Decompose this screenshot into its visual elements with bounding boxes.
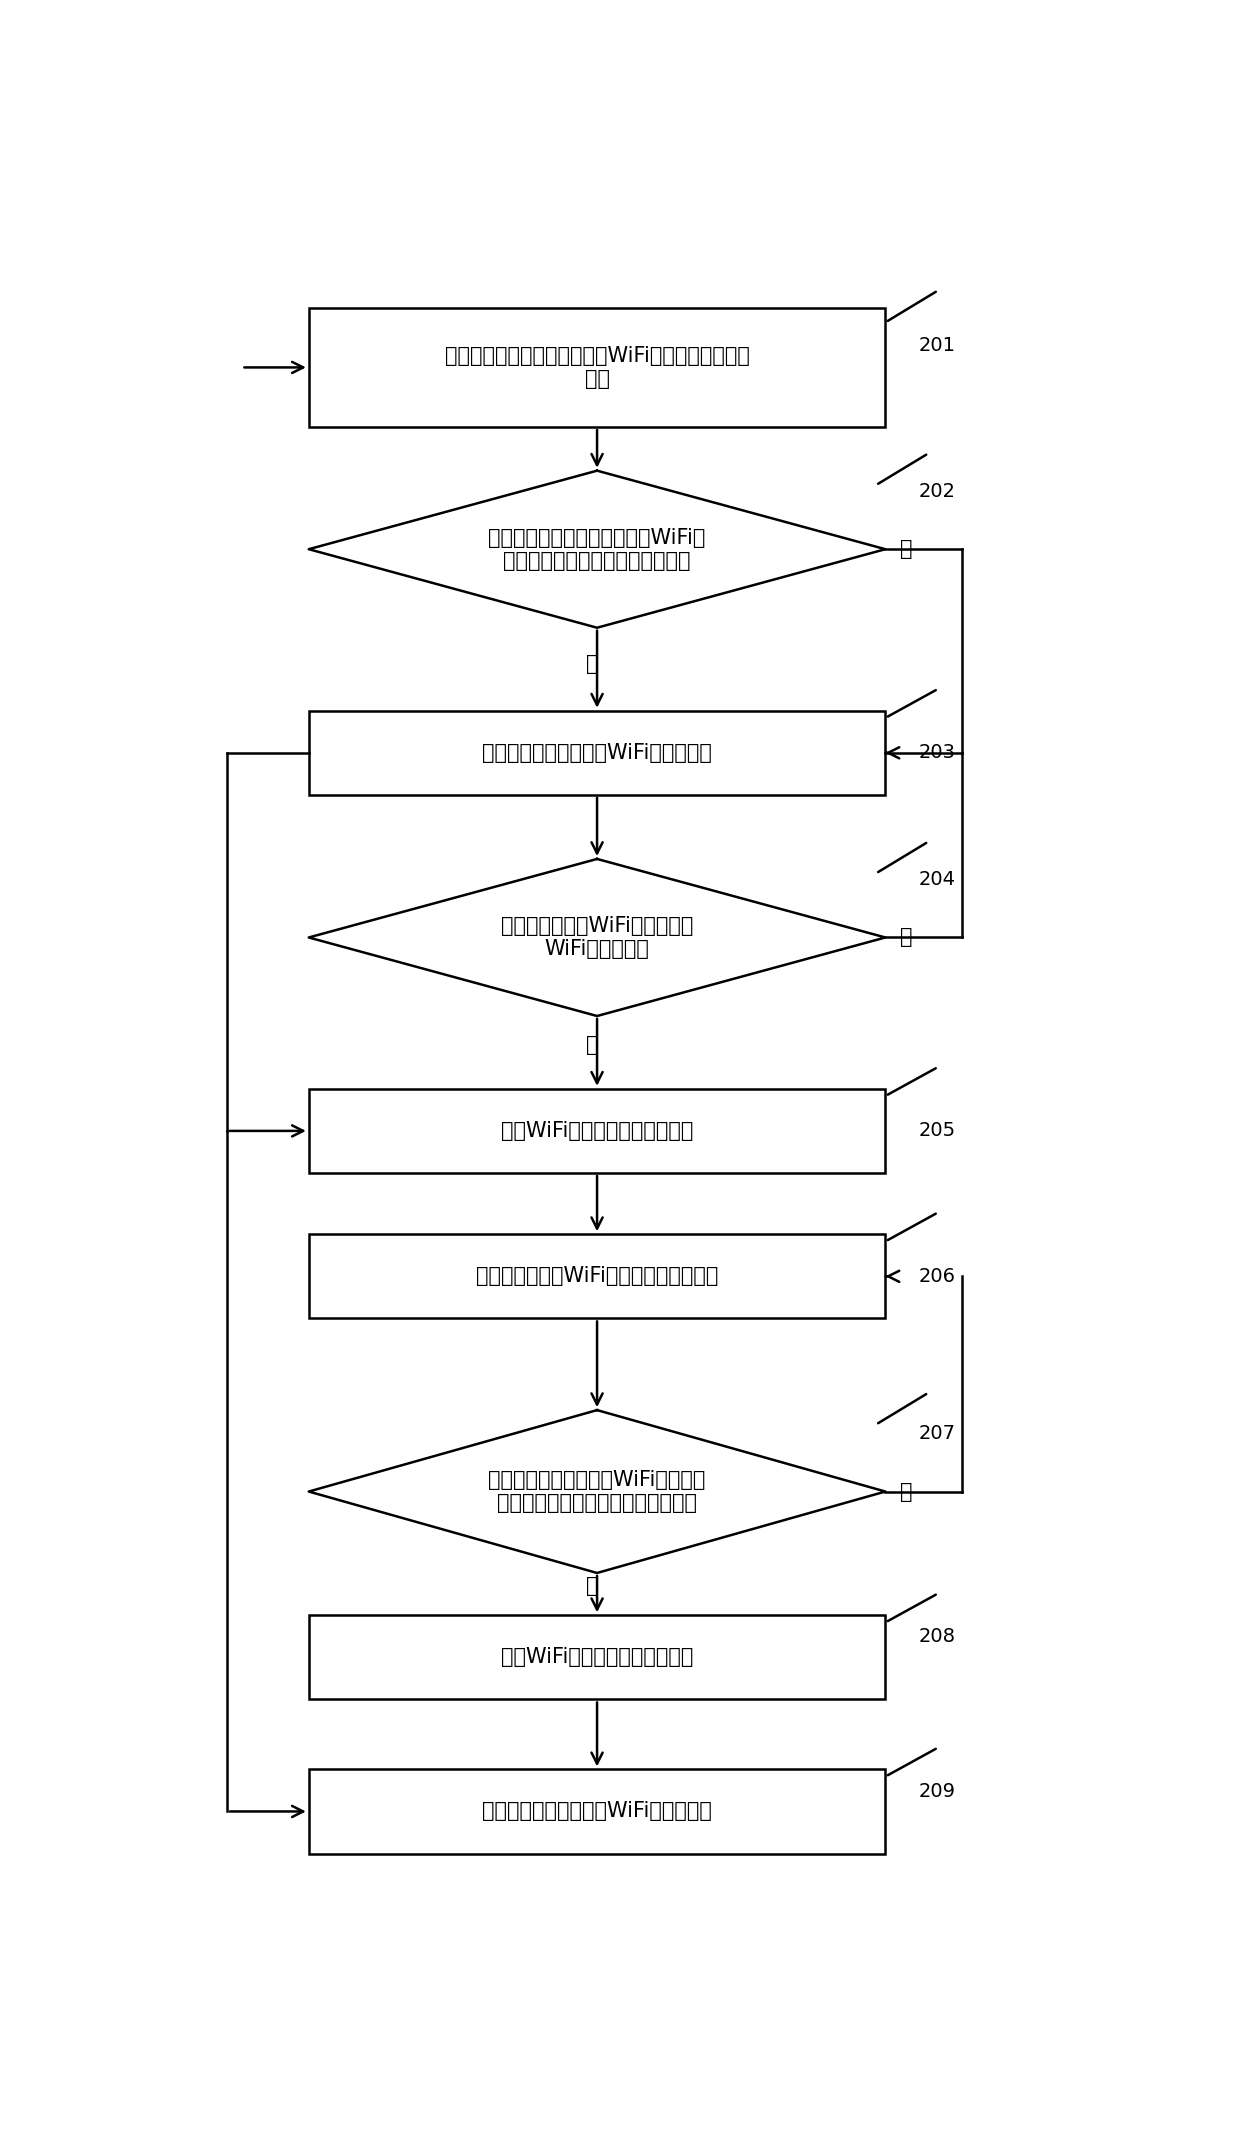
Text: 判断无线广域网的接入频段与WiFi无
线局域网的工作信道是否存在干扰: 判断无线广域网的接入频段与WiFi无 线局域网的工作信道是否存在干扰 xyxy=(489,527,706,571)
Text: 提供正常的无线接入和WiFi无线局域网: 提供正常的无线接入和WiFi无线局域网 xyxy=(482,1802,712,1821)
Polygon shape xyxy=(309,859,885,1016)
Text: 判断在预设时间段内，WiFi用户对应
的数据流量是否小于或等于第一阈值: 判断在预设时间段内，WiFi用户对应 的数据流量是否小于或等于第一阈值 xyxy=(489,1470,706,1514)
FancyBboxPatch shape xyxy=(309,1770,885,1854)
Text: 204: 204 xyxy=(919,870,956,889)
Text: 207: 207 xyxy=(919,1423,956,1443)
Text: 提供正常的无线接入和WiFi无线局域网: 提供正常的无线接入和WiFi无线局域网 xyxy=(482,743,712,762)
FancyBboxPatch shape xyxy=(309,1234,885,1318)
Text: 判断当前是否有WiFi用户接入该
WiFi无线局域网: 判断当前是否有WiFi用户接入该 WiFi无线局域网 xyxy=(501,915,693,958)
Text: 获取当前接入的WiFi用户对应的数据流量: 获取当前接入的WiFi用户对应的数据流量 xyxy=(476,1266,718,1285)
Text: 否: 否 xyxy=(900,1481,913,1501)
Text: 是: 是 xyxy=(900,928,913,947)
FancyBboxPatch shape xyxy=(309,1615,885,1699)
Text: 202: 202 xyxy=(919,482,956,499)
Text: 改变WiFi无线局域网的工作信道: 改变WiFi无线局域网的工作信道 xyxy=(501,1647,693,1666)
FancyBboxPatch shape xyxy=(309,1089,885,1173)
Text: 201: 201 xyxy=(919,336,956,355)
Polygon shape xyxy=(309,472,885,629)
Text: 205: 205 xyxy=(919,1122,956,1141)
Text: 获取无线广域网的接入频段与WiFi无线局域网的工作
信道: 获取无线广域网的接入频段与WiFi无线局域网的工作 信道 xyxy=(445,347,749,390)
Text: 209: 209 xyxy=(919,1781,956,1800)
Text: 是: 是 xyxy=(900,538,913,560)
Text: 否: 否 xyxy=(587,655,599,674)
Text: 203: 203 xyxy=(919,743,956,762)
Text: 改变WiFi无线局域网的工作信道: 改变WiFi无线局域网的工作信道 xyxy=(501,1122,693,1141)
Text: 否: 否 xyxy=(587,1036,599,1055)
FancyBboxPatch shape xyxy=(309,710,885,794)
Text: 是: 是 xyxy=(587,1576,599,1595)
Text: 206: 206 xyxy=(919,1266,956,1285)
Text: 208: 208 xyxy=(919,1628,956,1647)
FancyBboxPatch shape xyxy=(309,308,885,426)
Polygon shape xyxy=(309,1410,885,1574)
